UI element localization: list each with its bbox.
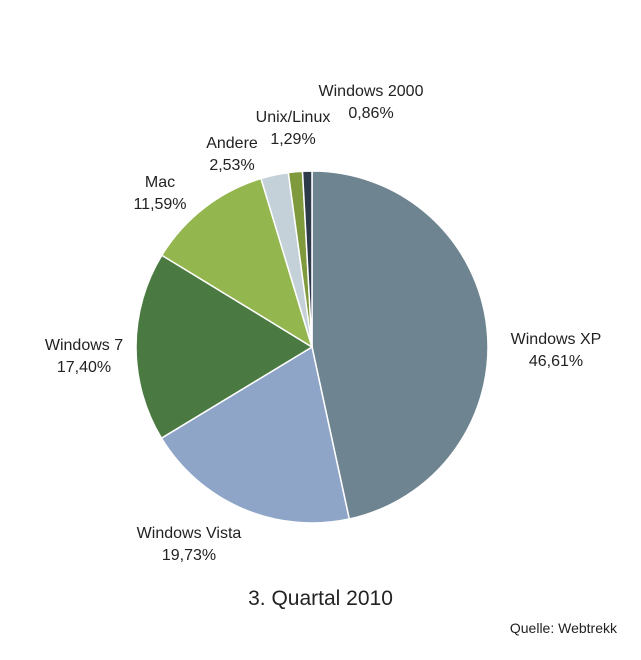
slice-value-mac: 11,59%	[133, 196, 186, 213]
slice-value-windows-xp: 46,61%	[529, 353, 583, 370]
slice-label-andere: Andere	[206, 135, 258, 152]
pie-slice-windows-2000	[301, 170, 313, 348]
slice-label-windows-2000: Windows 2000	[319, 83, 424, 100]
slice-label-unix-linux: Unix/Linux	[256, 109, 331, 126]
pie-slice-windows-vista	[160, 345, 351, 524]
slice-label-windows-7: Windows 7	[45, 337, 123, 354]
chart-subtitle: 3. Quartal 2010	[248, 587, 393, 610]
slice-label-windows-xp: Windows XP	[511, 331, 602, 348]
pie-slice-windows-7	[135, 254, 314, 440]
pie-slice-windows-xp	[311, 170, 489, 520]
slice-value-unix-linux: 1,29%	[270, 131, 315, 148]
slice-value-windows-2000: 0,86%	[348, 105, 393, 122]
slice-value-windows-vista: 19,73%	[162, 547, 216, 564]
pie-slice-mac	[160, 177, 314, 349]
source-note: Quelle: Webtrekk	[509, 620, 617, 636]
slice-label-mac: Mac	[145, 174, 175, 191]
slice-label-windows-vista: Windows Vista	[137, 525, 242, 542]
slice-value-windows-7: 17,40%	[57, 359, 111, 376]
slice-value-andere: 2,53%	[209, 157, 254, 174]
